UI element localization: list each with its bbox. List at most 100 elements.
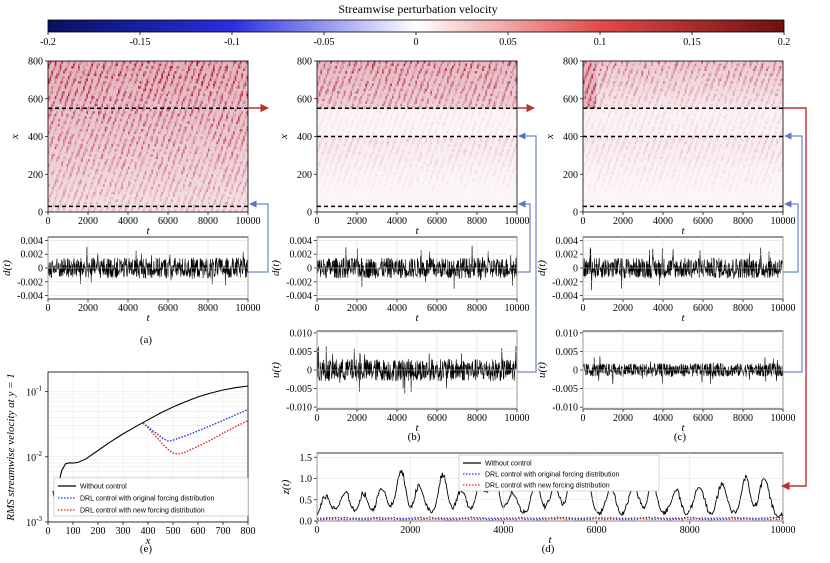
- heatmap-cell: [161, 128, 164, 132]
- heatmap-cell: [81, 164, 84, 167]
- heatmap-cell: [161, 83, 164, 87]
- heatmap-cell: [59, 101, 62, 105]
- heatmap-cell: [99, 71, 102, 74]
- heatmap-cell: [78, 118, 80, 122]
- heatmap-cell: [191, 81, 194, 84]
- heatmap-cell: [241, 156, 244, 160]
- heatmap-cell: [228, 156, 230, 160]
- heatmap-cell: [141, 86, 144, 89]
- heatmap-cell: [188, 111, 190, 115]
- heatmap-cell: [71, 146, 74, 150]
- heatmap-cell: [113, 131, 115, 135]
- heatmap-cell: [99, 76, 102, 79]
- heatmap-cell: [84, 63, 87, 67]
- heatmap-cell: [121, 106, 124, 110]
- heatmap-cell: [191, 141, 194, 145]
- heatmap-cell: [161, 136, 164, 140]
- heatmap-cell: [159, 61, 162, 64]
- heatmap-cell: [173, 128, 175, 132]
- heatmap-cell: [58, 113, 60, 117]
- heatmap-cell: [96, 63, 99, 67]
- heatmap-cell: [99, 164, 102, 167]
- heatmap-cell: [51, 136, 54, 140]
- heatmap-cell: [164, 101, 167, 105]
- heatmap-cell: [191, 144, 194, 147]
- heatmap-cell: [49, 161, 52, 165]
- heatmap-cell: [123, 126, 125, 130]
- heatmap-cell: [189, 103, 192, 107]
- heatmap-cell: [76, 161, 79, 165]
- heatmap-cell: [159, 98, 162, 102]
- heatmap-cell: [146, 161, 149, 165]
- heatmap-cell: [158, 144, 160, 147]
- heatmap-cell: [93, 118, 95, 122]
- heatmap-cell: [186, 108, 189, 112]
- heatmap-cell: [236, 76, 239, 79]
- heatmap-cell: [133, 139, 135, 142]
- heatmap-cell: [186, 151, 189, 155]
- heatmap-cell: [49, 78, 52, 82]
- heatmap-cell: [204, 151, 207, 155]
- heatmap-cell: [111, 141, 114, 145]
- heatmap-cell: [209, 141, 212, 145]
- heatmap-cell: [204, 154, 207, 157]
- heatmap-cell: [204, 141, 207, 145]
- heatmap-cell: [76, 133, 79, 137]
- heatmap-cell: [176, 98, 179, 102]
- heatmap-cell: [79, 156, 82, 160]
- heatmap-cell: [54, 98, 57, 102]
- heatmap-cell: [198, 136, 200, 140]
- heatmap-cell: [196, 121, 199, 125]
- heatmap-cell: [209, 108, 212, 112]
- heatmap-cell: [111, 96, 114, 100]
- heatmap-cell: [153, 81, 155, 84]
- heatmap-cell: [91, 144, 94, 147]
- heatmap-cell: [163, 83, 165, 87]
- heatmap-cell: [171, 139, 174, 142]
- heatmap-cell: [191, 68, 194, 72]
- heatmap-cell: [194, 118, 197, 122]
- heatmap-cell: [198, 66, 200, 69]
- heatmap-cell: [189, 121, 192, 125]
- heatmap-cell: [64, 63, 67, 67]
- heatmap-cell: [133, 98, 135, 102]
- heatmap-cell: [106, 139, 109, 142]
- heatmap-cell: [223, 96, 225, 100]
- heatmap-cell: [243, 101, 245, 105]
- heatmap-cell: [211, 111, 214, 115]
- heatmap-cell: [184, 91, 187, 95]
- heatmap-cell: [144, 123, 147, 127]
- heatmap-cell: [208, 98, 210, 102]
- heatmap-cell: [111, 103, 114, 107]
- heatmap-cell: [106, 151, 109, 155]
- heatmap-cell: [183, 78, 185, 82]
- heatmap-cell: [114, 141, 117, 145]
- heatmap-cell: [104, 128, 107, 132]
- heatmap-cell: [148, 88, 150, 92]
- heatmap-cell: [139, 78, 142, 82]
- heatmap-cell: [59, 154, 62, 157]
- heatmap-cell: [219, 78, 222, 82]
- heatmap-cell: [113, 156, 115, 160]
- heatmap-cell: [133, 71, 135, 74]
- heatmap-cell: [128, 141, 130, 145]
- heatmap-cell: [129, 161, 132, 165]
- heatmap-cell: [203, 146, 205, 150]
- heatmap-cell: [238, 159, 240, 162]
- heatmap-cell: [71, 161, 74, 165]
- heatmap-cell: [94, 101, 97, 105]
- heatmap-cell: [206, 156, 209, 160]
- heatmap-cell: [179, 144, 182, 147]
- heatmap-cell: [114, 128, 117, 132]
- heatmap-cell: [236, 71, 239, 74]
- heatmap-cell: [243, 154, 245, 157]
- heatmap-cell: [96, 71, 99, 74]
- heatmap-cell: [66, 144, 69, 147]
- heatmap-cell: [183, 121, 185, 125]
- heatmap-cell: [176, 156, 179, 160]
- heatmap-cell: [133, 118, 135, 122]
- heatmap-cell: [203, 86, 205, 89]
- heatmap-cell: [114, 81, 117, 84]
- heatmap-cell: [54, 71, 57, 74]
- heatmap-cell: [178, 71, 180, 74]
